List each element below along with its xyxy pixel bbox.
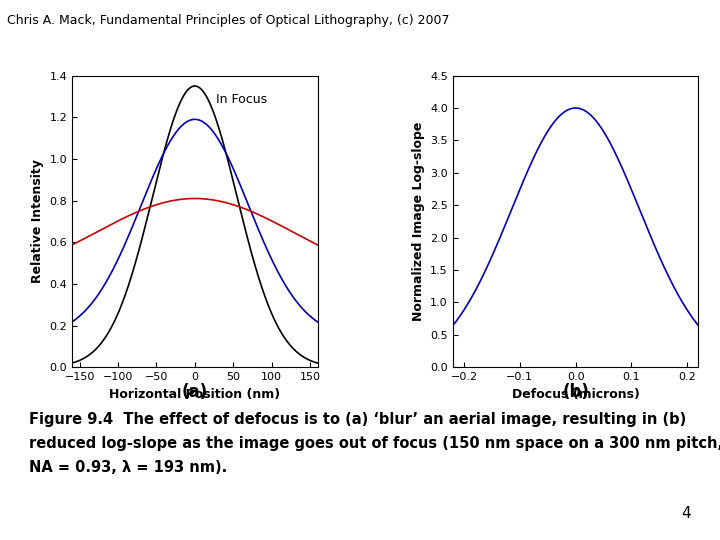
Text: (b): (b): [562, 383, 589, 401]
Text: In Focus: In Focus: [216, 93, 267, 106]
Y-axis label: Normalized Image Log-slope: Normalized Image Log-slope: [412, 122, 425, 321]
X-axis label: Horizontal Position (nm): Horizontal Position (nm): [109, 388, 280, 401]
Text: reduced log-slope as the image goes out of focus (150 nm space on a 300 nm pitch: reduced log-slope as the image goes out …: [29, 436, 720, 451]
Text: 4: 4: [682, 507, 691, 522]
Y-axis label: Relative Intensity: Relative Intensity: [31, 159, 44, 284]
Text: Figure 9.4  The effect of defocus is to (a) ‘blur’ an aerial image, resulting in: Figure 9.4 The effect of defocus is to (…: [29, 412, 686, 427]
Text: (a): (a): [181, 383, 208, 401]
Text: Chris A. Mack, Fundamental Principles of Optical Lithography, (c) 2007: Chris A. Mack, Fundamental Principles of…: [7, 14, 450, 28]
Text: NA = 0.93, λ = 193 nm).: NA = 0.93, λ = 193 nm).: [29, 461, 227, 476]
X-axis label: Defocus (microns): Defocus (microns): [512, 388, 639, 401]
